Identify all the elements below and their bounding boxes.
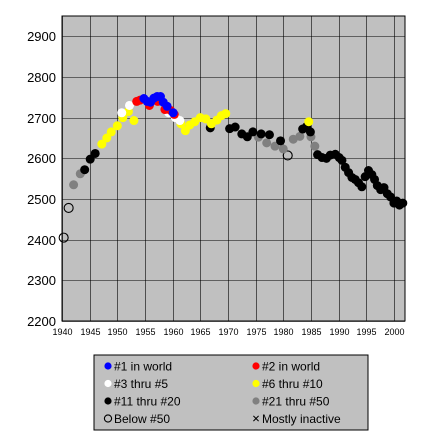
data-point-rank3_5 [175,116,185,126]
data-point-rank21_50 [310,141,320,151]
plot-area [62,16,405,321]
data-point-rank6_10 [304,117,314,127]
legend-label-rank21_50: #21 thru #50 [262,395,330,409]
y-tick-label: 2800 [27,70,56,85]
series-below50 [58,150,293,243]
data-point-rank6_10 [112,121,122,131]
y-tick-label: 2300 [27,273,56,288]
legend: #1 in world #2 in world #3 thru #5 #6 thru … [93,354,369,431]
x-tick-label: 1965 [190,327,210,337]
series-rank21_50 [69,131,320,190]
x-tick-label: 1975 [246,327,266,337]
legend-item-rank2: #2 in world [252,360,320,374]
data-point-rank11_20 [248,127,258,137]
legend-marker-rank11_20 [104,397,112,405]
legend-item-rank21_50: #21 thru #50 [252,395,330,409]
data-point-rank6_10 [106,127,116,137]
x-tick-label: 1985 [301,327,321,337]
legend-marker-rank3_5 [104,379,112,388]
data-point-rank21_50 [69,180,79,190]
data-point-rank1 [168,108,178,118]
x-tick-label: 2000 [384,327,404,337]
data-points [58,92,408,243]
legend-marker-inactive [253,415,259,422]
x-tick-label: 1955 [135,327,155,337]
x-tick-label: 1950 [107,327,127,337]
data-point-rank11_20 [90,148,100,158]
x-tick-label: 1995 [356,327,376,337]
data-point-rank11_20 [398,198,408,208]
data-point-rank11_20 [305,127,315,137]
data-point-below50 [58,232,69,243]
series-rank1 [139,92,178,118]
y-tick-label: 2700 [27,111,56,126]
legend-marker-rank1 [104,362,112,370]
legend-item-rank11_20: #11 thru #20 [104,395,181,409]
legend-label-inactive: Mostly inactive [262,412,341,426]
data-point-rank11_20 [276,136,286,146]
y-tick-label: 2400 [27,233,56,248]
data-point-below50 [63,202,74,213]
x-tick-label: 1980 [273,327,293,337]
legend-label-rank11_20: #11 thru #20 [114,395,181,409]
data-point-rank3_5 [117,108,127,118]
legend-label-rank2: #2 in world [262,360,320,374]
legend-label-rank3_5: #3 thru #5 [114,377,168,391]
legend-item-below50: Below #50 [103,412,170,426]
data-point-below50 [282,150,293,161]
data-point-rank11_20 [256,129,266,139]
x-tick-label: 1940 [52,327,72,337]
legend-marker-rank6_10 [252,379,260,388]
x-tick-label: 1945 [80,327,100,337]
legend-item-inactive: Mostly inactive [253,412,341,426]
data-point-rank21_50 [278,144,288,154]
data-point-rank6_10 [129,116,139,126]
data-point-rank6_10 [221,109,231,119]
series-rank11_20 [80,122,408,210]
axis-ticks: 2200 2300 2400 2500 2600 2700 2800 2900 1940 1945… [27,29,404,337]
legend-item-rank6_10: #6 thru #10 [252,377,323,391]
x-tick-label: 1990 [329,327,349,337]
x-tick-label: 1960 [163,327,183,337]
x-tick-label: 1970 [218,327,238,337]
y-tick-label: 2900 [27,29,56,44]
legend-label-rank6_10: #6 thru #10 [262,377,323,391]
data-point-rank11_20 [357,182,367,192]
data-point-rank11_20 [264,130,274,140]
y-tick-label: 2500 [27,192,56,207]
y-tick-label: 2600 [27,151,56,166]
data-point-rank21_50 [262,138,272,148]
data-point-rank3_5 [124,100,134,110]
data-point-rank11_20 [337,155,347,165]
data-point-rank11_20 [80,165,90,175]
legend-marker-rank21_50 [252,397,260,405]
legend-marker-rank2 [252,362,260,370]
legend-item-rank1: #1 in world [104,360,172,374]
data-point-rank1 [162,101,172,111]
legend-label-rank1: #1 in world [114,360,172,374]
legend-marker-below50 [103,414,113,423]
data-point-rank11_20 [230,122,240,132]
plot-frame [61,15,406,322]
legend-item-rank3_5: #3 thru #5 [104,377,168,391]
legend-box [93,354,369,431]
legend-marker-inactive-stroke [253,415,259,422]
y-tick-label: 2200 [27,314,56,329]
data-point-rank21_50 [295,131,305,141]
legend-label-below50: Below #50 [114,412,170,426]
data-point-rank6_10 [97,139,107,149]
